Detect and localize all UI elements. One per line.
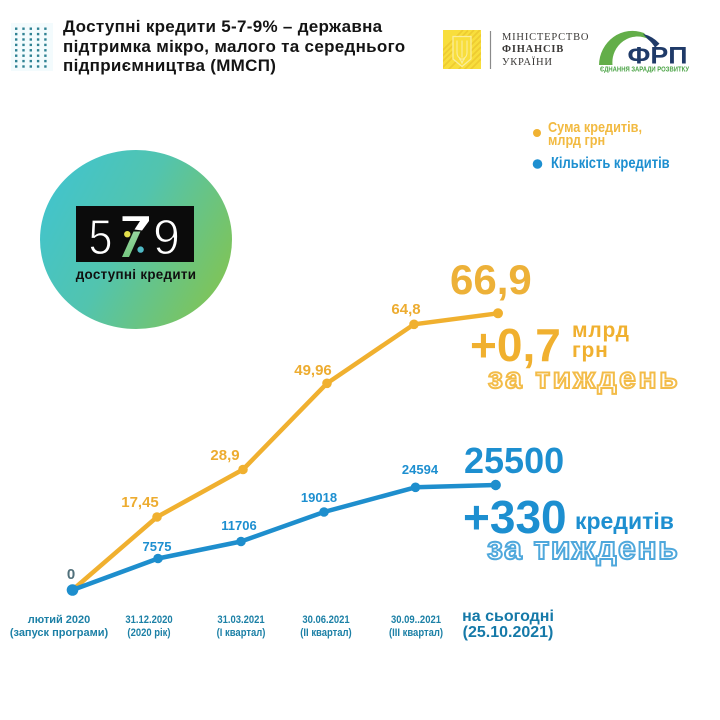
svg-text:ЄДНАННЯ ЗАРАДИ РОЗВИТКУ: ЄДНАННЯ ЗАРАДИ РОЗВИТКУ (600, 67, 690, 74)
svg-text:9: 9 (153, 211, 180, 262)
svg-text:5: 5 (89, 211, 113, 262)
svg-text:ФРП: ФРП (628, 42, 688, 69)
